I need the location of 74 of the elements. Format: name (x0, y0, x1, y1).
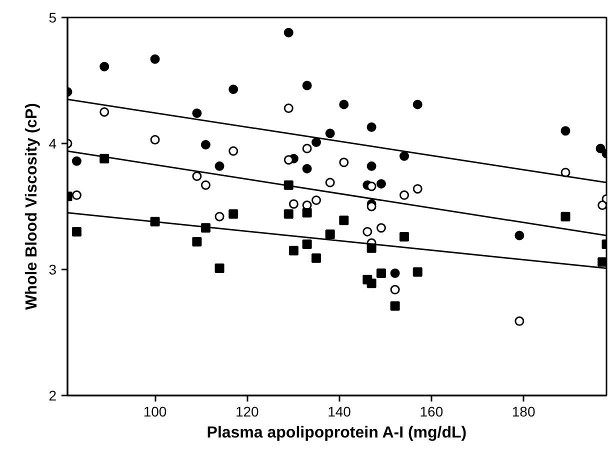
y-tick-label: 4 (48, 136, 57, 152)
y-axis-title: Whole Blood Viscosity (cP) (24, 103, 41, 310)
point (376, 223, 386, 233)
point (366, 278, 376, 288)
point (514, 230, 524, 240)
point (72, 226, 82, 236)
x-tick-label: 100 (143, 404, 167, 420)
point (400, 151, 410, 161)
point (284, 209, 294, 219)
x-tick-label: 160 (420, 404, 444, 420)
point (302, 164, 312, 174)
point (192, 237, 202, 247)
point (72, 190, 82, 200)
point (390, 268, 400, 278)
x-tick-label: 140 (328, 404, 352, 420)
point (200, 180, 210, 190)
x-tick-label: 120 (235, 404, 260, 420)
point (312, 138, 322, 147)
point (214, 212, 224, 222)
point (312, 195, 322, 205)
y-tick-label: 5 (48, 10, 57, 26)
point (72, 156, 82, 166)
point (150, 134, 160, 144)
point (390, 284, 400, 294)
point (400, 232, 410, 242)
point (598, 200, 606, 210)
point (312, 253, 322, 263)
point (412, 267, 422, 277)
point (228, 84, 238, 94)
point (325, 229, 335, 239)
point (362, 226, 372, 236)
point (100, 107, 110, 117)
point (100, 62, 110, 72)
point (192, 108, 202, 118)
point (412, 100, 422, 110)
x-axis-title: Plasma apolipoprotein A-I (mg/dL) (206, 424, 467, 442)
point (302, 208, 312, 218)
point (376, 179, 386, 189)
point (412, 184, 422, 194)
point (560, 126, 570, 136)
point (366, 182, 376, 192)
point (214, 161, 224, 171)
point (284, 28, 294, 38)
point (325, 178, 335, 188)
y-tick-label: 3 (48, 262, 57, 278)
point (150, 54, 160, 64)
y-tick-label: 2 (48, 388, 57, 404)
point (400, 190, 410, 200)
point (339, 216, 349, 226)
point (339, 158, 349, 168)
point (288, 199, 298, 209)
point (200, 140, 210, 150)
point (288, 246, 298, 256)
x-tick-label: 180 (512, 404, 536, 420)
point (596, 144, 606, 154)
point (390, 301, 400, 311)
point (228, 146, 238, 156)
point (366, 202, 376, 212)
point (302, 80, 312, 90)
point (376, 268, 386, 278)
point (366, 122, 376, 132)
point (598, 257, 606, 267)
point (228, 209, 238, 219)
point (339, 100, 349, 110)
point (284, 155, 294, 165)
point (366, 161, 376, 171)
point (302, 240, 312, 250)
point (214, 263, 224, 273)
point (325, 128, 335, 138)
point (302, 144, 312, 154)
point (514, 316, 524, 326)
point (560, 212, 570, 222)
point (192, 172, 202, 181)
point (284, 103, 294, 113)
